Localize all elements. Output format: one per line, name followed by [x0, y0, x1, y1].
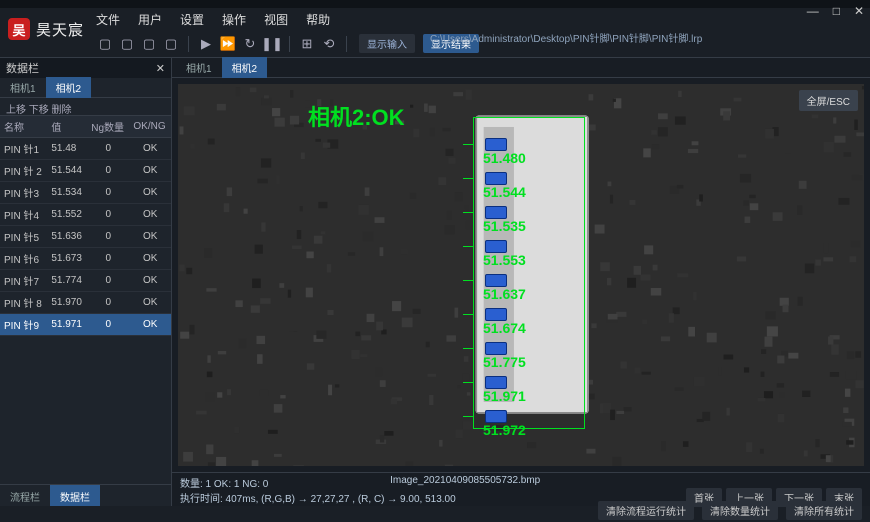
pin-measurement: 51.637: [483, 286, 526, 302]
menu-item[interactable]: 帮助: [306, 11, 330, 28]
pin-measurement: 51.972: [483, 422, 526, 438]
table-header: 名称: [0, 116, 47, 138]
clear-flow-stats-button[interactable]: 清除流程运行统计: [598, 501, 694, 520]
fast-forward-icon[interactable]: ⏩: [219, 35, 237, 53]
clear-count-stats-button[interactable]: 清除数量统计: [702, 501, 778, 520]
pin-measurement: 51.553: [483, 252, 526, 268]
grid-icon[interactable]: ⊞: [298, 35, 316, 53]
file-path: C:\Users\Administrator\Desktop\PIN针脚\PIN…: [430, 30, 702, 45]
table-row[interactable]: PIN 针451.5520OK: [0, 204, 171, 226]
folder-icon[interactable]: ▢: [162, 35, 180, 53]
image-viewer[interactable]: 相机2:OK 全屏/ESC 51.480 51.544 51.535 51.553 51…: [178, 84, 864, 466]
panel-tab[interactable]: 相机1: [0, 77, 46, 98]
brand-text: 昊天宸: [36, 19, 84, 40]
menu-item[interactable]: 视图: [264, 11, 288, 28]
status-exec: 执行时间: 407ms, (R,G,B) → 27,27,27 , (R, C)…: [180, 490, 456, 505]
menu-item[interactable]: 操作: [222, 11, 246, 28]
status-count: 数量: 1 OK: 1 NG: 0: [180, 475, 268, 486]
pause-icon[interactable]: ❚❚: [263, 35, 281, 53]
pin-measurement: 51.971: [483, 388, 526, 404]
clear-all-stats-button[interactable]: 清除所有统计: [786, 501, 862, 520]
show-input-chip[interactable]: 显示输入: [359, 34, 415, 53]
table-header: 值: [47, 116, 87, 138]
pin-tick: [463, 178, 473, 179]
menu-item[interactable]: 文件: [96, 11, 120, 28]
table-row[interactable]: PIN 针551.6360OK: [0, 226, 171, 248]
table-row[interactable]: PIN 针 851.9700OK: [0, 292, 171, 314]
pin-tick: [463, 416, 473, 417]
table-row[interactable]: PIN 针651.6730OK: [0, 248, 171, 270]
link-icon[interactable]: ⟲: [320, 35, 338, 53]
close-button[interactable]: ✕: [854, 4, 864, 18]
panel-tab[interactable]: 相机2: [46, 77, 92, 98]
table-row[interactable]: PIN 针151.480OK: [0, 138, 171, 160]
data-table: 名称值Ng数量OK/NGPIN 针151.480OKPIN 针 251.5440…: [0, 116, 171, 484]
table-header: OK/NG: [129, 116, 171, 138]
new-icon[interactable]: ▢: [96, 35, 114, 53]
maximize-button[interactable]: □: [833, 4, 840, 18]
pin-tick: [463, 314, 473, 315]
table-row[interactable]: PIN 针351.5340OK: [0, 182, 171, 204]
viewer-tab[interactable]: 相机2: [222, 57, 268, 78]
pin-measurement: 51.775: [483, 354, 526, 370]
viewer-tab[interactable]: 相机1: [176, 57, 222, 78]
brand: 吴 昊天宸: [8, 18, 84, 40]
menu-item[interactable]: 用户: [138, 11, 162, 28]
pin-measurement: 51.480: [483, 150, 526, 166]
pin-tick: [463, 280, 473, 281]
panel-close-icon[interactable]: ✕: [156, 62, 165, 75]
save-icon[interactable]: ▢: [140, 35, 158, 53]
brand-logo: 吴: [8, 18, 30, 40]
panel-actions[interactable]: 上移 下移 删除: [0, 98, 171, 116]
result-title: 相机2:OK: [308, 100, 405, 132]
pin-tick: [463, 348, 473, 349]
menubar: 文件 用户 设置 操作 视图 帮助: [0, 8, 870, 30]
pin-measurement: 51.535: [483, 218, 526, 234]
fullscreen-button[interactable]: 全屏/ESC: [799, 90, 858, 111]
loop-icon[interactable]: ↻: [241, 35, 259, 53]
pin-tick: [463, 382, 473, 383]
table-row[interactable]: PIN 针 251.5440OK: [0, 160, 171, 182]
status-filename: Image_20210409085505732.bmp: [390, 475, 540, 486]
panel-footer-tab[interactable]: 数据栏: [50, 485, 100, 506]
panel-title: 数据栏: [6, 60, 39, 76]
pin-tick: [463, 212, 473, 213]
pin-measurement: 51.544: [483, 184, 526, 200]
pin-tick: [463, 144, 473, 145]
minimize-button[interactable]: —: [807, 4, 819, 18]
table-row[interactable]: PIN 针751.7740OK: [0, 270, 171, 292]
data-panel: 数据栏 ✕ 相机1相机2 上移 下移 删除 名称值Ng数量OK/NGPIN 针1…: [0, 58, 172, 506]
menu-item[interactable]: 设置: [180, 11, 204, 28]
pin-measurement: 51.674: [483, 320, 526, 336]
open-icon[interactable]: ▢: [118, 35, 136, 53]
table-header: Ng数量: [87, 116, 129, 138]
table-row[interactable]: PIN 针951.9710OK: [0, 314, 171, 336]
play-icon[interactable]: ▶: [197, 35, 215, 53]
pin-tick: [463, 246, 473, 247]
panel-footer-tab[interactable]: 流程栏: [0, 485, 50, 506]
